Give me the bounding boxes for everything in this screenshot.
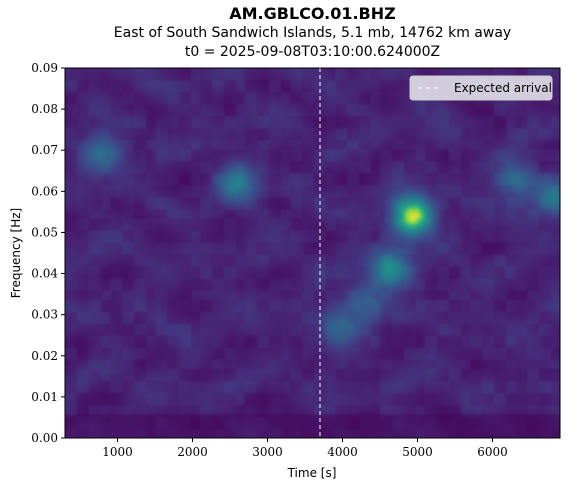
spectrogram-image [65, 68, 560, 438]
y-tick-label: 0.03 [31, 308, 58, 322]
x-tick-label: 3000 [252, 445, 283, 459]
legend-label: Expected arrival [454, 81, 552, 95]
x-tick-label: 1000 [102, 445, 133, 459]
x-tick-label: 6000 [477, 445, 508, 459]
title-block: AM.GBLCO.01.BHZ East of South Sandwich I… [65, 4, 560, 62]
y-tick-label: 0.02 [31, 349, 58, 363]
y-tick-label: 0.05 [31, 225, 58, 239]
y-tick-label: 0.01 [31, 390, 58, 404]
y-tick-label: 0.04 [31, 267, 58, 281]
y-tick-label: 0.08 [31, 102, 58, 116]
y-tick-label: 0.06 [31, 184, 58, 198]
legend-box [409, 75, 553, 101]
chart-title: AM.GBLCO.01.BHZ [229, 4, 396, 23]
chart-subtitle: East of South Sandwich Islands, 5.1 mb, … [113, 25, 512, 41]
x-axis-label: Time [s] [287, 466, 337, 480]
x-tick-label: 4000 [327, 445, 358, 459]
chart-subtitle-time: t0 = 2025-09-08T03:10:00.624000Z [184, 44, 441, 60]
y-axis-label: Frequency [Hz] [9, 208, 23, 299]
y-tick-label: 0.07 [31, 143, 58, 157]
y-tick-label: 0.09 [31, 61, 58, 75]
x-tick-label: 5000 [402, 445, 433, 459]
plot-frame [64, 67, 561, 439]
x-tick-label: 2000 [177, 445, 208, 459]
y-tick-label: 0.00 [31, 431, 58, 445]
